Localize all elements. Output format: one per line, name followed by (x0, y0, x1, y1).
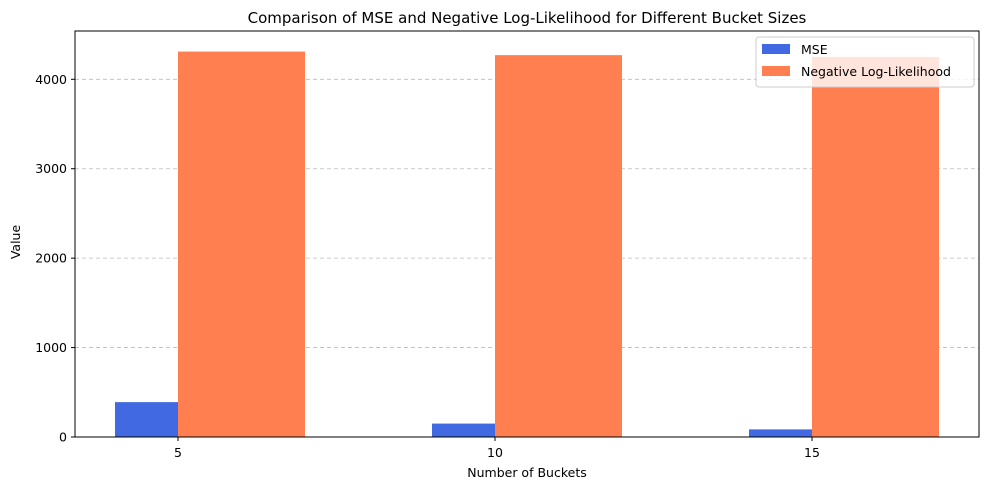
y-tick-label: 0 (59, 430, 67, 445)
y-tick-label: 4000 (35, 72, 67, 87)
legend-label-nll: Negative Log-Likelihood (801, 64, 951, 79)
y-axis-label: Value (8, 225, 23, 260)
bar-mse-15 (749, 429, 812, 437)
chart-title: Comparison of MSE and Negative Log-Likel… (248, 9, 807, 27)
y-axis: 0 1000 2000 3000 4000 (35, 72, 75, 445)
bar-mse-10 (432, 423, 495, 437)
bar-nll-5 (178, 51, 305, 437)
legend: MSE Negative Log-Likelihood (755, 36, 975, 88)
bar-nll-15 (812, 56, 939, 437)
y-tick-label: 2000 (35, 251, 67, 266)
bar-mse-5 (115, 402, 178, 437)
bar-nll-10 (495, 55, 622, 437)
legend-swatch-mse (762, 44, 790, 54)
bars (115, 51, 939, 437)
y-tick-label: 3000 (35, 161, 67, 176)
plot-frame (74, 30, 980, 438)
y-tick-label: 1000 (35, 340, 67, 355)
x-tick-label: 15 (804, 445, 820, 460)
legend-label-mse: MSE (801, 42, 828, 57)
x-axis-label: Number of Buckets (467, 465, 586, 480)
legend-box (755, 36, 975, 88)
x-tick-label: 5 (174, 445, 182, 460)
legend-swatch-nll (762, 66, 790, 76)
x-axis: 5 10 15 (174, 437, 820, 460)
x-tick-label: 10 (487, 445, 503, 460)
